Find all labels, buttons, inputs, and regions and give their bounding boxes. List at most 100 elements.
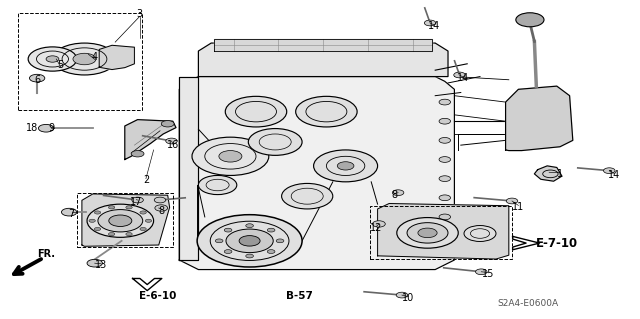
Circle shape (337, 162, 354, 170)
Circle shape (140, 211, 147, 214)
Circle shape (198, 175, 237, 195)
Text: 18: 18 (26, 123, 38, 133)
Polygon shape (513, 236, 540, 250)
Circle shape (109, 215, 132, 226)
Circle shape (87, 259, 102, 267)
Text: B-57: B-57 (286, 291, 313, 301)
Circle shape (61, 208, 77, 216)
Circle shape (73, 53, 96, 65)
Polygon shape (214, 39, 432, 51)
Polygon shape (179, 77, 198, 260)
Circle shape (38, 124, 54, 132)
Circle shape (108, 233, 115, 236)
Circle shape (166, 138, 177, 144)
Circle shape (154, 197, 166, 203)
Circle shape (268, 250, 275, 254)
Circle shape (126, 233, 132, 236)
Polygon shape (378, 204, 509, 259)
Text: 16: 16 (166, 140, 179, 150)
Text: 9: 9 (48, 123, 54, 133)
Circle shape (46, 56, 59, 62)
Circle shape (439, 157, 451, 162)
Circle shape (215, 239, 223, 243)
Text: 15: 15 (481, 269, 494, 279)
Circle shape (282, 183, 333, 209)
Text: 14: 14 (608, 170, 621, 180)
Circle shape (246, 254, 253, 258)
Bar (77, 193, 173, 247)
Circle shape (87, 204, 154, 237)
Bar (18, 13, 142, 110)
Circle shape (98, 210, 143, 232)
Text: S2A4-E0600A: S2A4-E0600A (497, 299, 559, 308)
Text: 14: 14 (428, 21, 440, 31)
Text: 2: 2 (143, 175, 149, 185)
Polygon shape (99, 45, 134, 70)
Circle shape (439, 118, 451, 124)
Text: 14: 14 (456, 73, 469, 83)
Text: 5: 5 (58, 60, 64, 70)
Circle shape (464, 226, 496, 241)
Circle shape (131, 151, 144, 157)
Circle shape (145, 219, 152, 222)
Circle shape (516, 13, 544, 27)
Circle shape (29, 74, 45, 82)
Circle shape (396, 292, 408, 298)
Text: E-7-10: E-7-10 (536, 237, 578, 249)
Circle shape (439, 195, 451, 201)
Text: 12: 12 (370, 223, 383, 233)
Circle shape (94, 227, 100, 231)
Polygon shape (125, 120, 176, 160)
Circle shape (224, 228, 232, 232)
Text: 8: 8 (392, 190, 398, 200)
Polygon shape (82, 194, 170, 246)
Text: 1: 1 (557, 169, 563, 179)
Circle shape (397, 218, 458, 248)
Circle shape (226, 229, 273, 253)
Text: 3: 3 (136, 9, 143, 19)
Text: 6: 6 (34, 75, 40, 85)
Circle shape (248, 129, 302, 155)
Text: 8: 8 (159, 205, 165, 216)
Circle shape (94, 211, 100, 214)
Circle shape (224, 250, 232, 254)
Circle shape (52, 43, 116, 75)
Circle shape (132, 197, 143, 203)
Polygon shape (132, 278, 162, 291)
Circle shape (246, 224, 253, 227)
Circle shape (161, 121, 174, 127)
Polygon shape (534, 166, 562, 181)
Circle shape (155, 205, 168, 211)
Text: 17: 17 (130, 197, 143, 207)
Circle shape (140, 227, 147, 231)
Circle shape (604, 168, 615, 174)
Circle shape (439, 214, 451, 220)
Circle shape (108, 206, 115, 209)
Text: 7: 7 (68, 209, 75, 219)
Circle shape (126, 206, 132, 209)
Polygon shape (198, 43, 448, 77)
Bar (370, 206, 512, 259)
Text: 4: 4 (92, 52, 98, 63)
Circle shape (454, 72, 465, 78)
Text: FR.: FR. (37, 249, 55, 259)
Circle shape (439, 99, 451, 105)
Circle shape (439, 233, 451, 239)
Circle shape (89, 219, 95, 222)
Circle shape (314, 150, 378, 182)
Circle shape (239, 236, 260, 246)
Text: 10: 10 (402, 293, 415, 303)
Circle shape (476, 269, 487, 275)
Circle shape (296, 96, 357, 127)
Circle shape (506, 198, 518, 204)
Circle shape (424, 20, 436, 26)
Text: 13: 13 (95, 260, 108, 271)
Circle shape (372, 221, 385, 227)
Circle shape (407, 223, 448, 243)
Circle shape (28, 47, 77, 71)
Text: E-6-10: E-6-10 (140, 291, 177, 301)
Polygon shape (506, 86, 573, 151)
Circle shape (418, 228, 437, 238)
Circle shape (276, 239, 284, 243)
Circle shape (439, 137, 451, 143)
